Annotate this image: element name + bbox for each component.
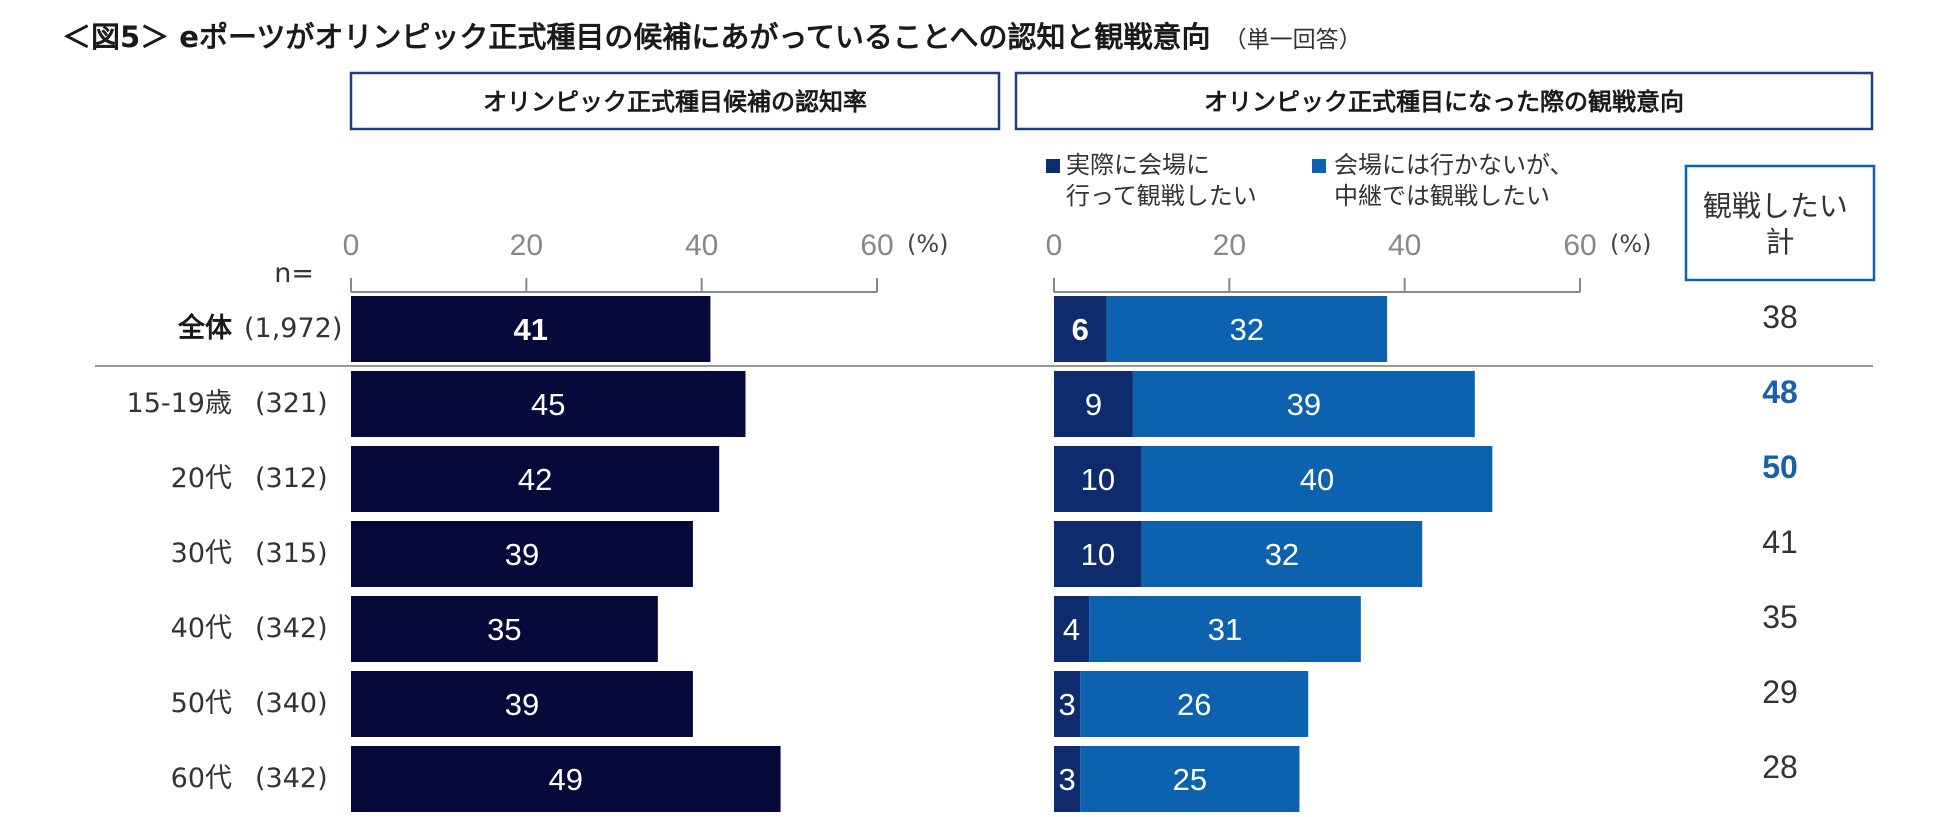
n-value: (342) <box>255 613 328 644</box>
broadcast-value-label: 40 <box>1300 462 1334 497</box>
total-value: 35 <box>1762 599 1798 635</box>
awareness-bar <box>351 596 658 662</box>
venue-bar <box>1054 746 1081 812</box>
right-tick-label: 60 <box>1563 229 1596 262</box>
broadcast-bar <box>1089 596 1361 662</box>
venue-bar <box>1054 596 1090 662</box>
n-label: n= <box>274 258 314 289</box>
legend-label-broadcast-line2: 中継では観戦したい <box>1334 182 1550 210</box>
broadcast-bar <box>1080 671 1309 737</box>
venue-bar <box>1054 671 1081 737</box>
category-label: 40代 <box>171 613 232 644</box>
total-value: 28 <box>1762 749 1798 785</box>
category-label: 全体 <box>177 312 233 344</box>
n-value: (315) <box>255 538 328 569</box>
left-tick-label: 20 <box>510 229 543 262</box>
legend-label-venue: 実際に会場に 行って観戦したい <box>1066 151 1257 210</box>
awareness-bar <box>351 371 746 437</box>
venue-value-label: 10 <box>1081 537 1115 572</box>
right-panel-title: オリンピック正式種目になった際の観戦意向 <box>1204 88 1684 116</box>
venue-value-label: 10 <box>1081 462 1115 497</box>
n-value: (1,972) <box>244 313 342 344</box>
awareness-value-label: 35 <box>487 612 521 647</box>
awareness-value-label: 42 <box>518 462 552 497</box>
venue-bar <box>1054 296 1107 362</box>
awareness-value-label: 45 <box>531 387 565 422</box>
left-tick-label: 0 <box>343 229 360 262</box>
totals-header: 観戦したい 計 <box>1703 189 1857 259</box>
legend-swatch-venue <box>1046 159 1060 173</box>
broadcast-value-label: 32 <box>1230 312 1264 347</box>
right-tick-label: 20 <box>1213 229 1246 262</box>
left-unit-label: (%) <box>907 230 949 258</box>
total-value: 29 <box>1762 674 1798 710</box>
broadcast-value-label: 26 <box>1177 687 1211 722</box>
awareness-value-label: 41 <box>513 312 547 347</box>
totals-header-line2: 計 <box>1765 225 1794 259</box>
right-tick-label: 40 <box>1388 229 1421 262</box>
category-label: 30代 <box>171 538 232 569</box>
broadcast-bar <box>1132 371 1475 437</box>
broadcast-value-label: 39 <box>1287 387 1321 422</box>
left-panel-title-box <box>349 71 1001 131</box>
left-panel-title: オリンピック正式種目候補の認知率 <box>483 88 867 116</box>
awareness-bar <box>351 671 693 737</box>
venue-bar <box>1054 521 1142 587</box>
totals-header-line1: 観戦したい <box>1703 189 1848 223</box>
legend-label-venue-line1: 実際に会場に <box>1066 151 1210 179</box>
broadcast-bar <box>1080 746 1300 812</box>
total-value: 48 <box>1762 374 1798 410</box>
left-tick-label: 40 <box>685 229 718 262</box>
broadcast-bar <box>1141 521 1423 587</box>
awareness-bar <box>351 521 693 587</box>
legend-label-venue-line2: 行って観戦したい <box>1066 182 1257 210</box>
axes: 0 20 40 60 (%) 0 20 40 60 (%) <box>343 229 1652 293</box>
awareness-bar <box>351 296 711 362</box>
venue-bar <box>1054 371 1133 437</box>
broadcast-bar <box>1106 296 1388 362</box>
category-label: 15-19歳 <box>127 388 232 419</box>
right-tick-label: 0 <box>1046 229 1063 262</box>
awareness-bar <box>351 446 720 512</box>
venue-value-label: 3 <box>1059 687 1076 722</box>
awareness-value-label: 49 <box>549 762 583 797</box>
broadcast-value-label: 32 <box>1265 537 1299 572</box>
right-panel-title-box <box>1014 71 1874 131</box>
n-value: (342) <box>255 763 328 794</box>
category-label: 20代 <box>171 463 232 494</box>
legend-swatch-broadcast <box>1312 159 1326 173</box>
awareness-value-label: 39 <box>505 687 539 722</box>
totals-header-box <box>1684 164 1876 282</box>
venue-value-label: 3 <box>1059 762 1076 797</box>
venue-value-label: 6 <box>1072 312 1089 347</box>
category-label: 60代 <box>171 763 232 794</box>
legend-label-broadcast-line1: 会場には行かないが、 <box>1334 151 1574 179</box>
total-value: 50 <box>1762 449 1798 485</box>
venue-bar <box>1054 446 1142 512</box>
awareness-value-label: 39 <box>505 537 539 572</box>
right-unit-label: (%) <box>1610 230 1652 258</box>
broadcast-value-label: 25 <box>1173 762 1207 797</box>
legend-label-broadcast: 会場には行かないが、 中継では観戦したい <box>1334 151 1581 210</box>
chart-title-note: （単一回答） <box>1224 27 1362 53</box>
n-value: (321) <box>255 388 328 419</box>
total-value: 41 <box>1762 524 1798 560</box>
chart-title-main: ＜図5＞ eポーツがオリンピック正式種目の候補にあがっていることへの認知と観戦意… <box>62 20 1210 54</box>
awareness-bar <box>351 746 781 812</box>
venue-value-label: 9 <box>1085 387 1102 422</box>
left-tick-label: 60 <box>860 229 893 262</box>
total-value: 38 <box>1762 299 1798 335</box>
category-label: 50代 <box>171 688 232 719</box>
broadcast-bar <box>1141 446 1493 512</box>
venue-value-label: 4 <box>1063 612 1080 647</box>
chart-title: ＜図5＞ eポーツがオリンピック正式種目の候補にあがっていることへの認知と観戦意… <box>62 20 1362 54</box>
n-value: (312) <box>255 463 328 494</box>
rows: 全体 (1,972) 41 6 32 38 15-19歳 (321) 45 9 39 48 20代 (31… <box>127 296 1798 812</box>
n-value: (340) <box>255 688 328 719</box>
broadcast-value-label: 31 <box>1208 612 1242 647</box>
